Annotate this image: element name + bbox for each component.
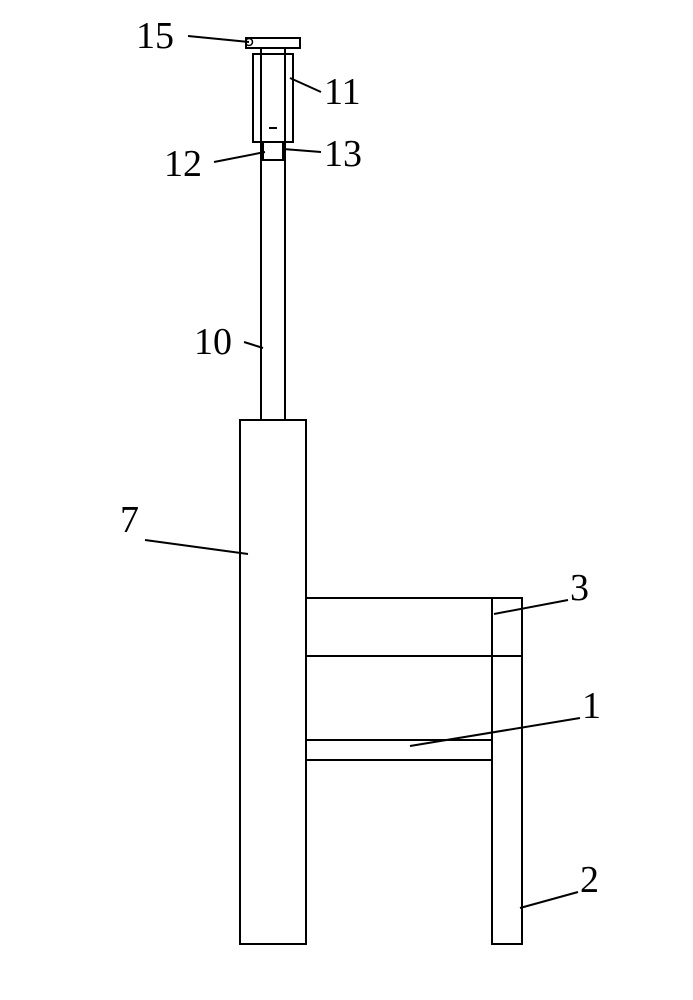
- label-7: 7: [120, 498, 139, 542]
- diagram-canvas: 15 11 13 12 10 7 3 1 2: [0, 0, 693, 1000]
- label-10: 10: [194, 320, 232, 364]
- label-15: 15: [136, 14, 174, 58]
- label-2: 2: [580, 858, 599, 902]
- label-11: 11: [324, 70, 361, 114]
- label-13: 13: [324, 132, 362, 176]
- label-3: 3: [570, 566, 589, 610]
- label-1: 1: [582, 684, 601, 728]
- label-12: 12: [164, 142, 202, 186]
